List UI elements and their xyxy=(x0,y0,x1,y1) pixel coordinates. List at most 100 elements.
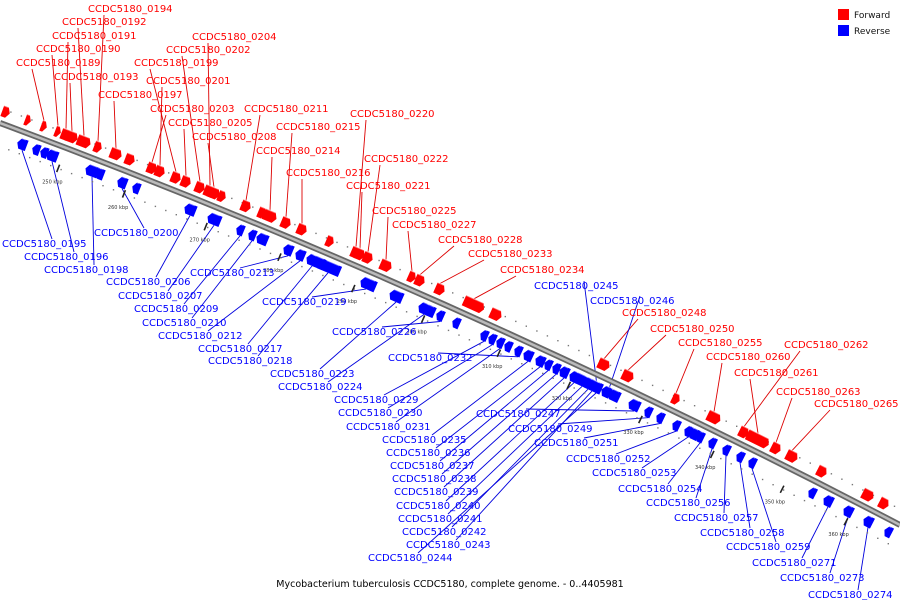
reverse-gene-label[interactable]: CCDC5180_0235 xyxy=(382,435,467,446)
forward-gene-block[interactable] xyxy=(64,129,79,145)
reverse-gene-label[interactable]: CCDC5180_0219 xyxy=(262,297,347,308)
reverse-gene-block[interactable] xyxy=(38,145,50,160)
reverse-gene-block[interactable] xyxy=(746,455,759,470)
forward-gene-block[interactable] xyxy=(461,294,487,314)
forward-gene-block[interactable] xyxy=(75,133,92,149)
reverse-gene-block[interactable] xyxy=(606,387,622,404)
forward-gene-label[interactable]: CCDC5180_0261 xyxy=(734,368,819,379)
reverse-gene-block[interactable] xyxy=(478,327,490,342)
reverse-gene-block[interactable] xyxy=(234,222,246,237)
forward-gene-block[interactable] xyxy=(239,198,252,213)
reverse-gene-block[interactable] xyxy=(494,335,506,350)
reverse-gene-block[interactable] xyxy=(706,435,719,450)
forward-gene-block[interactable] xyxy=(279,215,292,230)
reverse-gene-block[interactable] xyxy=(115,174,129,190)
forward-gene-label[interactable]: CCDC5180_0227 xyxy=(392,220,477,231)
forward-gene-label[interactable]: CCDC5180_0216 xyxy=(286,168,371,179)
reverse-gene-block[interactable] xyxy=(387,287,405,304)
reverse-gene-block[interactable] xyxy=(15,136,29,152)
forward-gene-block[interactable] xyxy=(737,424,751,439)
forward-gene-block[interactable] xyxy=(406,269,418,283)
reverse-gene-label[interactable]: CCDC5180_0252 xyxy=(566,454,651,465)
forward-gene-block[interactable] xyxy=(860,487,876,503)
reverse-gene-block[interactable] xyxy=(450,315,462,330)
reverse-gene-label[interactable]: CCDC5180_0198 xyxy=(44,265,129,276)
forward-gene-label[interactable]: CCDC5180_0260 xyxy=(706,352,791,363)
reverse-gene-block[interactable] xyxy=(94,166,106,181)
reverse-gene-block[interactable] xyxy=(841,503,855,519)
reverse-gene-label[interactable]: CCDC5180_0254 xyxy=(618,484,703,495)
forward-gene-block[interactable] xyxy=(596,356,612,372)
reverse-gene-block[interactable] xyxy=(130,180,142,195)
reverse-gene-block[interactable] xyxy=(254,230,270,247)
forward-gene-block[interactable] xyxy=(145,160,158,175)
forward-gene-label[interactable]: CCDC5180_0220 xyxy=(350,109,435,120)
forward-gene-label[interactable]: CCDC5180_0222 xyxy=(364,154,449,165)
forward-gene-block[interactable] xyxy=(378,257,393,273)
forward-gene-label[interactable]: CCDC5180_0248 xyxy=(622,308,707,319)
forward-gene-label[interactable]: CCDC5180_0215 xyxy=(276,122,361,133)
reverse-gene-label[interactable]: CCDC5180_0207 xyxy=(118,291,203,302)
reverse-gene-label[interactable]: CCDC5180_0257 xyxy=(674,513,759,524)
reverse-gene-block[interactable] xyxy=(434,308,446,323)
reverse-gene-label[interactable]: CCDC5180_0238 xyxy=(392,474,477,485)
forward-gene-block[interactable] xyxy=(620,367,636,384)
forward-gene-label[interactable]: CCDC5180_0233 xyxy=(468,249,553,260)
forward-gene-block[interactable] xyxy=(23,113,32,126)
reverse-gene-label[interactable]: CCDC5180_0256 xyxy=(646,498,731,509)
forward-gene-label[interactable]: CCDC5180_0190 xyxy=(36,44,121,55)
forward-gene-label[interactable]: CCDC5180_0193 xyxy=(54,72,139,83)
reverse-gene-label[interactable]: CCDC5180_0223 xyxy=(270,369,355,380)
forward-gene-block[interactable] xyxy=(361,250,375,265)
forward-gene-block[interactable] xyxy=(53,124,63,138)
forward-gene-block[interactable] xyxy=(744,428,771,450)
forward-gene-label[interactable]: CCDC5180_0194 xyxy=(88,4,173,15)
reverse-gene-block[interactable] xyxy=(246,227,258,242)
reverse-gene-label[interactable]: CCDC5180_0244 xyxy=(368,553,453,564)
forward-gene-block[interactable] xyxy=(295,221,308,237)
reverse-gene-block[interactable] xyxy=(423,303,437,319)
forward-gene-block[interactable] xyxy=(324,234,336,248)
reverse-gene-block[interactable] xyxy=(205,210,223,228)
reverse-gene-block[interactable] xyxy=(182,201,198,217)
reverse-gene-block[interactable] xyxy=(293,247,307,262)
forward-gene-label[interactable]: CCDC5180_0199 xyxy=(134,58,219,69)
reverse-gene-label[interactable]: CCDC5180_0212 xyxy=(158,331,243,342)
reverse-gene-label[interactable]: CCDC5180_0246 xyxy=(590,296,675,307)
reverse-gene-label[interactable]: CCDC5180_0232 xyxy=(388,353,473,364)
forward-gene-block[interactable] xyxy=(123,152,136,167)
reverse-gene-block[interactable] xyxy=(557,364,571,380)
forward-gene-label[interactable]: CCDC5180_0225 xyxy=(372,206,457,217)
forward-gene-label[interactable]: CCDC5180_0228 xyxy=(438,235,523,246)
reverse-gene-label[interactable]: CCDC5180_0253 xyxy=(592,468,677,479)
reverse-gene-block[interactable] xyxy=(882,524,895,539)
forward-gene-label[interactable]: CCDC5180_0202 xyxy=(166,45,251,56)
reverse-gene-label[interactable]: CCDC5180_0241 xyxy=(398,514,483,525)
forward-gene-block[interactable] xyxy=(433,281,447,296)
reverse-gene-block[interactable] xyxy=(366,278,378,293)
forward-gene-label[interactable]: CCDC5180_0189 xyxy=(16,58,101,69)
forward-gene-block[interactable] xyxy=(169,170,182,185)
forward-gene-block[interactable] xyxy=(705,409,722,426)
forward-gene-label[interactable]: CCDC5180_0234 xyxy=(500,265,585,276)
reverse-gene-block[interactable] xyxy=(642,404,654,419)
reverse-gene-label[interactable]: CCDC5180_0218 xyxy=(208,356,293,367)
reverse-gene-block[interactable] xyxy=(687,426,701,442)
reverse-gene-block[interactable] xyxy=(533,353,547,368)
reverse-gene-label[interactable]: CCDC5180_0213 xyxy=(190,268,275,279)
forward-gene-label[interactable]: CCDC5180_0197 xyxy=(98,90,183,101)
reverse-gene-label[interactable]: CCDC5180_0195 xyxy=(2,239,87,250)
reverse-gene-block[interactable] xyxy=(670,417,682,432)
reverse-gene-block[interactable] xyxy=(626,396,642,413)
forward-gene-block[interactable] xyxy=(193,179,206,195)
forward-gene-label[interactable]: CCDC5180_0208 xyxy=(192,132,277,143)
forward-gene-block[interactable] xyxy=(413,272,427,288)
forward-gene-block[interactable] xyxy=(256,205,268,219)
reverse-gene-block[interactable] xyxy=(806,485,819,500)
reverse-gene-block[interactable] xyxy=(521,347,535,363)
forward-gene-label[interactable]: CCDC5180_0250 xyxy=(650,324,735,335)
reverse-gene-label[interactable]: CCDC5180_0274 xyxy=(808,590,893,600)
reverse-gene-block[interactable] xyxy=(44,147,60,163)
forward-gene-label[interactable]: CCDC5180_0204 xyxy=(192,32,277,43)
reverse-gene-block[interactable] xyxy=(486,331,498,346)
